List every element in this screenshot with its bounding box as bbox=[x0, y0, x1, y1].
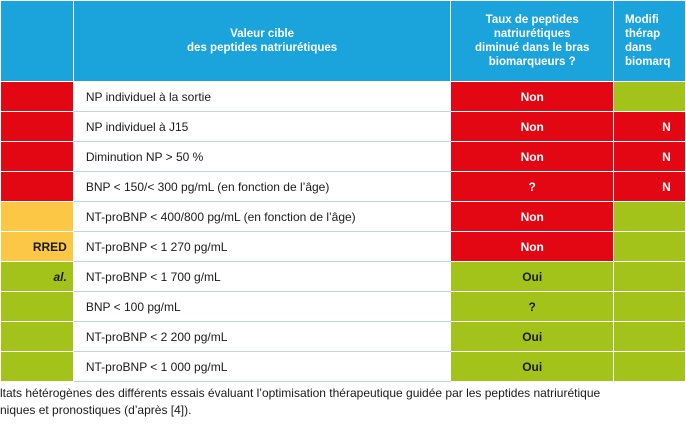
modification-value: N bbox=[662, 179, 671, 194]
modification-cell bbox=[613, 201, 686, 232]
study-cell: al. bbox=[0, 261, 74, 292]
header-target-value: Valeur cible des peptides natriurétiques bbox=[72, 0, 452, 82]
caption-line-2: niques et pronostiques (d’après [4]). bbox=[0, 403, 192, 417]
modification-cell bbox=[613, 321, 686, 352]
target-value-cell: NP individuel à J15 bbox=[72, 111, 452, 142]
decreased-cell: Non bbox=[450, 81, 615, 112]
modification-cell bbox=[613, 81, 686, 112]
decreased-cell: Non bbox=[450, 201, 615, 232]
target-value-cell: NT-proBNP < 2 200 pg/mL bbox=[72, 321, 452, 352]
target-value-cell: Diminution NP > 50 % bbox=[72, 141, 452, 172]
table-row: NT-proBNP < 1 000 pg/mL Oui bbox=[0, 351, 686, 382]
target-value-cell: BNP < 100 pg/mL bbox=[72, 291, 452, 322]
header-study bbox=[0, 0, 74, 82]
modification-cell: N bbox=[613, 141, 686, 172]
decreased-cell: Non bbox=[450, 141, 615, 172]
decreased-cell: Oui bbox=[450, 261, 615, 292]
study-cell bbox=[0, 171, 74, 202]
modification-cell bbox=[613, 351, 686, 382]
study-cell bbox=[0, 291, 74, 322]
table-row: Diminution NP > 50 % Non N bbox=[0, 141, 686, 172]
np-trials-table: Valeur cible des peptides natriurétiques … bbox=[0, 0, 686, 382]
table-row: RRED NT-proBNP < 1 270 pg/mL Non bbox=[0, 231, 686, 262]
table-row: BNP < 100 pg/mL? bbox=[0, 291, 686, 322]
target-value-cell: NP individuel à la sortie bbox=[72, 81, 452, 112]
modification-cell bbox=[613, 291, 686, 322]
decreased-cell: Oui bbox=[450, 321, 615, 352]
decreased-cell: ? bbox=[450, 291, 615, 322]
study-cell bbox=[0, 81, 74, 112]
decreased-cell: Non bbox=[450, 111, 615, 142]
table-row: al. NT-proBNP < 1 700 g/mL Oui bbox=[0, 261, 686, 292]
target-value-cell: NT-proBNP < 1 270 pg/mL bbox=[72, 231, 452, 262]
modification-value: N bbox=[662, 149, 671, 164]
study-cell bbox=[0, 201, 74, 232]
modification-cell bbox=[613, 231, 686, 262]
study-cell bbox=[0, 111, 74, 142]
header-modification: Modifi thérap dans biomarq bbox=[613, 0, 686, 82]
table-row: NP individuel à la sortie Non bbox=[0, 81, 686, 112]
decreased-cell: Oui bbox=[450, 351, 615, 382]
decreased-cell: Non bbox=[450, 231, 615, 262]
table-caption: ltats hétérogènes des différents essais … bbox=[0, 385, 686, 419]
study-cell bbox=[0, 141, 74, 172]
study-cell bbox=[0, 351, 74, 382]
target-value-cell: BNP < 150/< 300 pg/mL (en fonction de l’… bbox=[72, 171, 452, 202]
modification-cell bbox=[613, 261, 686, 292]
target-value-cell: NT-proBNP < 1 000 pg/mL bbox=[72, 351, 452, 382]
table-row: NP individuel à J15 Non N bbox=[0, 111, 686, 142]
decreased-cell: ? bbox=[450, 171, 615, 202]
table-header-row: Valeur cible des peptides natriurétiques … bbox=[0, 0, 686, 82]
header-decreased: Taux de peptides natriurétiques diminué da… bbox=[450, 0, 615, 82]
target-value-cell: NT-proBNP < 1 700 g/mL bbox=[72, 261, 452, 292]
table-row: BNP < 150/< 300 pg/mL (en fonction de l’… bbox=[0, 171, 686, 202]
modification-cell: N bbox=[613, 111, 686, 142]
caption-line-1: ltats hétérogènes des différents essais … bbox=[0, 386, 601, 400]
table-row: NT-proBNP < 400/800 pg/mL (en fonction d… bbox=[0, 201, 686, 232]
table-row: NT-proBNP < 2 200 pg/mL Oui bbox=[0, 321, 686, 352]
modification-cell: N bbox=[613, 171, 686, 202]
target-value-cell: NT-proBNP < 400/800 pg/mL (en fonction d… bbox=[72, 201, 452, 232]
modification-value: N bbox=[662, 119, 671, 134]
study-cell: RRED bbox=[0, 231, 74, 262]
study-cell bbox=[0, 321, 74, 352]
